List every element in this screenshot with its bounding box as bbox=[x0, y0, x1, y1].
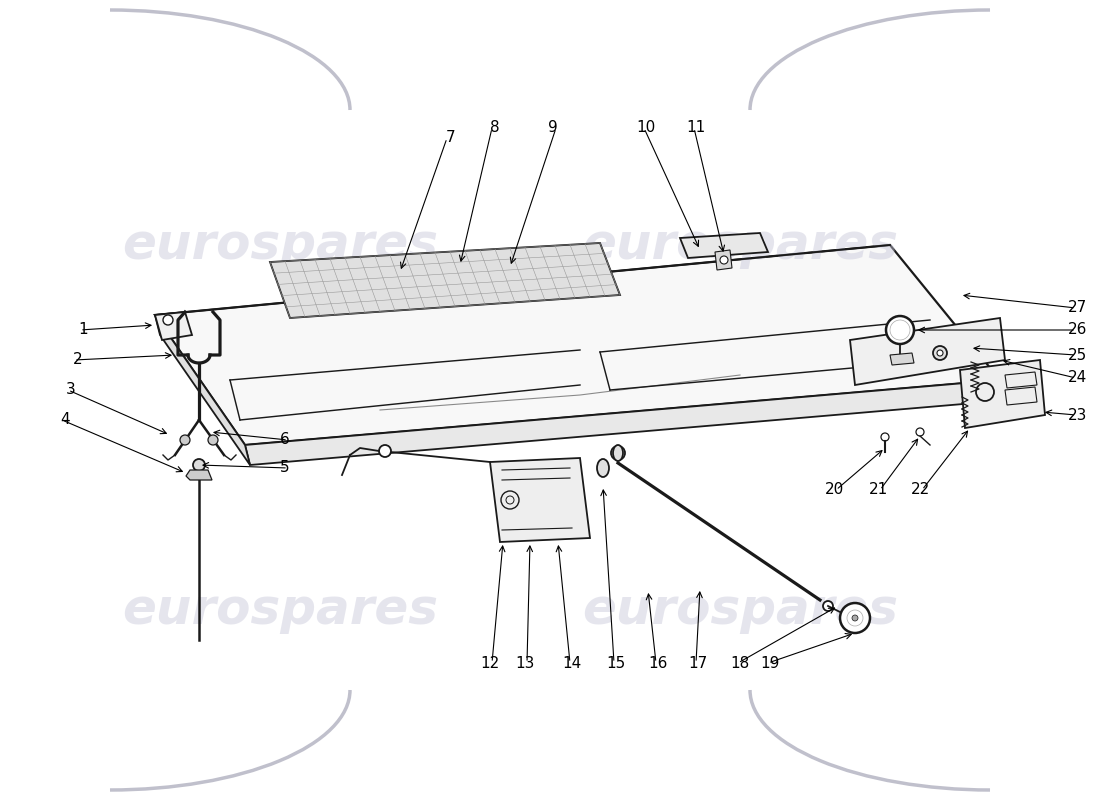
Polygon shape bbox=[850, 318, 1005, 385]
Ellipse shape bbox=[613, 445, 623, 461]
Text: 26: 26 bbox=[1068, 322, 1088, 338]
Text: 13: 13 bbox=[516, 655, 535, 670]
Polygon shape bbox=[270, 243, 620, 318]
Polygon shape bbox=[186, 470, 212, 480]
Text: eurospares: eurospares bbox=[122, 221, 438, 269]
Polygon shape bbox=[155, 312, 192, 340]
Polygon shape bbox=[155, 315, 250, 465]
Circle shape bbox=[379, 445, 390, 457]
Polygon shape bbox=[490, 458, 590, 542]
Circle shape bbox=[886, 316, 914, 344]
Text: 14: 14 bbox=[562, 655, 581, 670]
Text: 5: 5 bbox=[280, 461, 289, 475]
Circle shape bbox=[208, 435, 218, 445]
Circle shape bbox=[180, 435, 190, 445]
Circle shape bbox=[881, 433, 889, 441]
Text: 12: 12 bbox=[481, 655, 500, 670]
Text: 25: 25 bbox=[1068, 347, 1087, 362]
Polygon shape bbox=[715, 250, 732, 270]
Circle shape bbox=[840, 603, 870, 633]
Text: 23: 23 bbox=[1068, 407, 1088, 422]
Text: 22: 22 bbox=[911, 482, 930, 498]
Text: 17: 17 bbox=[688, 655, 707, 670]
Circle shape bbox=[192, 459, 205, 471]
Text: 4: 4 bbox=[60, 413, 70, 427]
Text: 9: 9 bbox=[548, 121, 558, 135]
Polygon shape bbox=[155, 245, 1000, 445]
Circle shape bbox=[933, 346, 947, 360]
Text: 7: 7 bbox=[446, 130, 455, 146]
Text: 8: 8 bbox=[491, 121, 501, 135]
Circle shape bbox=[610, 446, 625, 460]
Text: eurospares: eurospares bbox=[582, 221, 898, 269]
Text: 3: 3 bbox=[66, 382, 76, 398]
Text: eurospares: eurospares bbox=[122, 586, 438, 634]
Text: 6: 6 bbox=[280, 433, 289, 447]
Text: 10: 10 bbox=[636, 121, 656, 135]
Text: 21: 21 bbox=[869, 482, 888, 498]
Text: 16: 16 bbox=[648, 655, 668, 670]
Polygon shape bbox=[680, 233, 768, 258]
Circle shape bbox=[163, 315, 173, 325]
Text: 19: 19 bbox=[760, 655, 780, 670]
Polygon shape bbox=[890, 353, 914, 365]
Circle shape bbox=[916, 428, 924, 436]
Text: 27: 27 bbox=[1068, 301, 1087, 315]
Text: 20: 20 bbox=[825, 482, 844, 498]
Text: 15: 15 bbox=[606, 655, 625, 670]
Circle shape bbox=[852, 615, 858, 621]
Text: 11: 11 bbox=[686, 121, 705, 135]
Text: 24: 24 bbox=[1068, 370, 1087, 386]
Text: 1: 1 bbox=[78, 322, 88, 338]
Polygon shape bbox=[960, 360, 1045, 428]
Circle shape bbox=[823, 601, 833, 611]
Ellipse shape bbox=[597, 459, 609, 477]
Text: eurospares: eurospares bbox=[582, 586, 898, 634]
Circle shape bbox=[937, 350, 943, 356]
Polygon shape bbox=[245, 380, 1010, 465]
Text: 2: 2 bbox=[73, 353, 82, 367]
Text: 18: 18 bbox=[730, 655, 749, 670]
Circle shape bbox=[720, 256, 728, 264]
